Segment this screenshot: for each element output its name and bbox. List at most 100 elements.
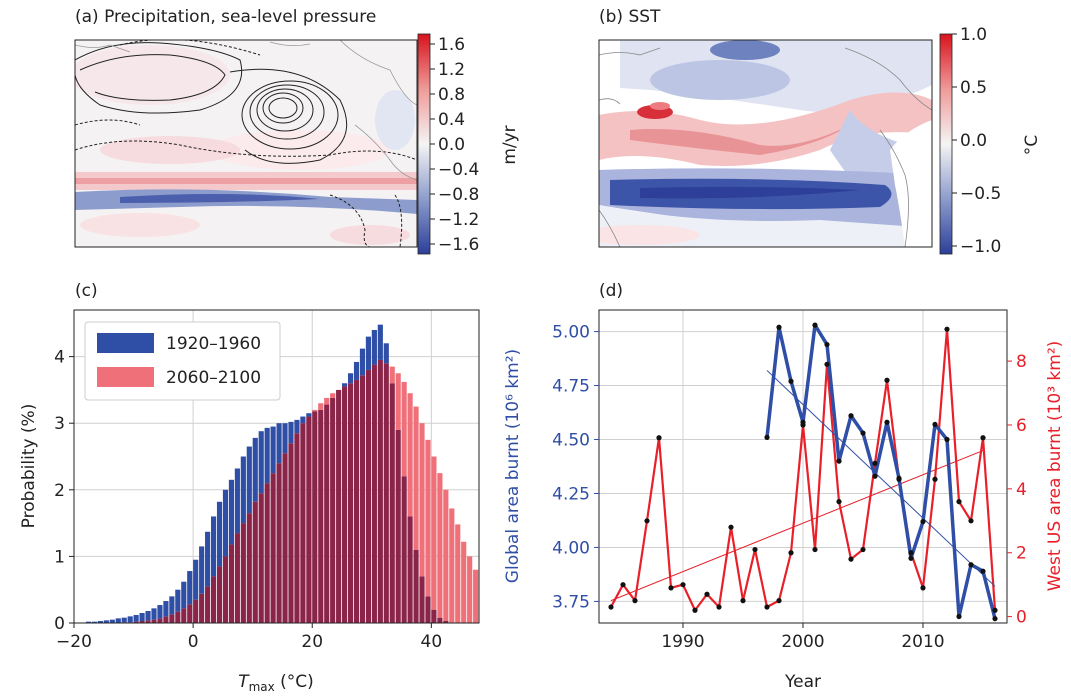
histogram-bar-overlap: [258, 493, 264, 623]
histogram-bar-2060-2100: [389, 366, 395, 384]
histogram-bar-1920-1960: [264, 427, 270, 484]
histogram-bar-overlap: [318, 409, 324, 623]
panel-b-colorbar-tick-label: 0.0: [960, 131, 987, 151]
data-point-global: [884, 419, 890, 425]
histogram-bar-overlap: [276, 463, 282, 623]
histogram-bar-2060-2100: [437, 473, 443, 618]
panel-c-legend: 1920–1960 2060–2100: [84, 321, 281, 401]
panel-b-colorbar-tick-label: 1.0: [960, 25, 987, 45]
panel-d-ylabel-right: West US area burnt (10³ km²): [1045, 341, 1065, 592]
histogram-bar-2060-2100: [395, 373, 401, 430]
panel-d-ytick-label-right: 2: [1016, 544, 1027, 564]
histogram-bar-overlap: [193, 599, 199, 623]
data-point-global: [776, 324, 782, 330]
panel-b-colorbar-tick-label: −1.0: [960, 237, 1001, 257]
histogram-bar-2060-2100: [419, 423, 425, 577]
panel-c-ytick-label: 2: [54, 481, 65, 501]
histogram-bar-1920-1960: [282, 423, 288, 454]
histogram-bar-1920-1960: [294, 419, 300, 434]
histogram-bar-1920-1960: [210, 516, 217, 577]
histogram-bar-2060-2100: [467, 556, 473, 623]
data-point-west-us: [920, 585, 926, 591]
histogram-bar-2060-2100: [318, 403, 324, 410]
panel-a-colorbar-tick-label: 0.8: [438, 85, 465, 105]
histogram-bar-1920-1960: [258, 431, 264, 494]
data-point-global: [836, 458, 842, 464]
panel-b-map: [599, 40, 932, 247]
panel-b-label: (b) SST: [599, 7, 661, 27]
histogram-bar-1920-1960: [91, 621, 98, 623]
panel-b-colorbar-label: °C: [1022, 135, 1042, 155]
histogram-bar-1920-1960: [193, 559, 199, 600]
histogram-bar-overlap: [282, 453, 288, 623]
panel-c-label: (c): [75, 281, 98, 301]
panel-d-xtick-label: 1990: [661, 632, 704, 652]
data-point-global: [956, 613, 962, 620]
data-point-global: [896, 475, 902, 481]
data-point-west-us: [980, 435, 986, 441]
histogram-bar-overlap: [187, 604, 193, 623]
histogram-bar-overlap: [359, 375, 366, 623]
histogram-bar-1920-1960: [199, 546, 205, 594]
data-point-west-us: [992, 607, 998, 613]
histogram-bar-overlap: [139, 621, 145, 623]
histogram-bar-overlap: [300, 423, 306, 623]
data-point-west-us: [956, 499, 962, 505]
histogram-bar-overlap: [288, 443, 294, 623]
histogram-bar-1920-1960: [228, 479, 235, 545]
data-point-west-us: [860, 546, 866, 553]
histogram-bar-1920-1960: [121, 617, 127, 623]
histogram-bar-1920-1960: [234, 468, 240, 534]
histogram-bar-2060-2100: [330, 393, 336, 398]
data-point-west-us: [632, 598, 638, 604]
trend-line-west-us: [610, 450, 984, 602]
panel-d-ytick-label-left: 5.00: [552, 323, 590, 343]
data-point-global: [908, 555, 914, 561]
data-point-west-us: [812, 546, 818, 553]
histogram-bar-overlap: [306, 416, 312, 623]
data-point-west-us: [716, 604, 722, 610]
panel-d-ytick-label-right: 0: [1016, 608, 1027, 628]
histogram-bar-1920-1960: [216, 501, 223, 567]
panel-d-ytick-label-left: 4.50: [552, 431, 590, 451]
data-point-global: [848, 413, 854, 419]
panel-a-colorbar-tick-label: 0.4: [438, 110, 465, 130]
data-point-west-us: [776, 598, 782, 604]
data-point-west-us: [872, 460, 878, 466]
histogram-bar-overlap: [294, 433, 300, 623]
histogram-bar-1920-1960: [163, 601, 169, 617]
histogram-bar-1920-1960: [133, 615, 139, 622]
histogram-bar-1920-1960: [175, 589, 181, 612]
panel-d-xtick-label: 2010: [901, 632, 944, 652]
panel-a-colorbar-tick-label: −1.2: [438, 210, 479, 230]
data-point-west-us: [944, 326, 950, 332]
histogram-bar-2060-2100: [431, 456, 437, 610]
data-point-west-us: [608, 604, 614, 610]
data-point-global: [788, 378, 794, 384]
panel-b-colorbar: [939, 33, 953, 255]
histogram-bar-overlap: [383, 363, 389, 623]
histogram-bar-overlap: [413, 549, 419, 623]
panel-a-colorbar-label: m/yr: [500, 125, 520, 164]
panel-a-colorbar: [417, 33, 431, 255]
data-point-west-us: [848, 556, 854, 562]
legend-swatch-2060-2100: [97, 367, 154, 387]
histogram-bar-overlap: [133, 621, 139, 623]
data-point-west-us: [644, 518, 650, 524]
panel-a-label: (a) Precipitation, sea-level pressure: [75, 7, 376, 27]
histogram-bar-overlap: [437, 617, 443, 623]
panel-d-ytick-label-left: 4.75: [552, 377, 590, 397]
data-point-west-us: [752, 546, 758, 553]
data-point-west-us: [692, 607, 698, 613]
panel-a-map: [75, 40, 417, 247]
histogram-bar-overlap: [312, 411, 318, 623]
histogram-bar-1920-1960: [115, 618, 121, 623]
histogram-bar-overlap: [222, 556, 229, 623]
panel-c-ytick-label: 3: [54, 414, 65, 434]
panel-a-colorbar-tick-label: −1.6: [438, 235, 479, 255]
data-point-west-us: [932, 476, 938, 482]
data-point-west-us: [620, 582, 626, 588]
panel-d-xtick-label: 2000: [781, 632, 824, 652]
histogram-bar-overlap: [157, 618, 163, 623]
